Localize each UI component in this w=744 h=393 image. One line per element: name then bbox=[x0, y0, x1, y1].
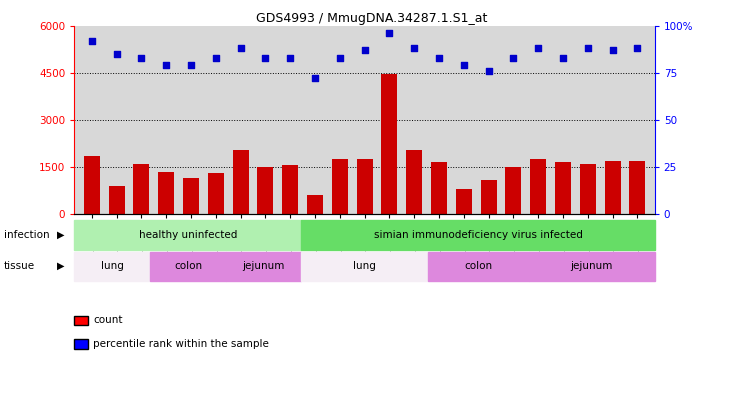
Text: GDS4993 / MmugDNA.34287.1.S1_at: GDS4993 / MmugDNA.34287.1.S1_at bbox=[257, 12, 487, 25]
Point bbox=[507, 55, 519, 61]
Point bbox=[458, 62, 469, 68]
Bar bbox=[382, 74, 397, 214]
Bar bbox=[225, 252, 301, 281]
Bar bbox=[629, 161, 646, 214]
Text: jejunum: jejunum bbox=[243, 261, 285, 271]
Text: lung: lung bbox=[100, 261, 124, 271]
Text: infection: infection bbox=[4, 230, 49, 240]
Bar bbox=[133, 164, 150, 214]
Text: ▶: ▶ bbox=[57, 230, 65, 240]
Point bbox=[185, 62, 197, 68]
Point bbox=[234, 45, 246, 51]
Bar bbox=[580, 164, 596, 214]
Bar bbox=[282, 165, 298, 214]
Text: count: count bbox=[93, 315, 123, 325]
Point bbox=[582, 45, 594, 51]
Point bbox=[160, 62, 172, 68]
Bar bbox=[456, 189, 472, 214]
Point bbox=[483, 68, 495, 74]
Bar bbox=[605, 161, 620, 214]
Point bbox=[135, 55, 147, 61]
Bar bbox=[109, 186, 125, 214]
Bar bbox=[431, 162, 447, 214]
Point bbox=[111, 51, 123, 57]
Bar bbox=[74, 252, 150, 281]
Bar bbox=[528, 252, 655, 281]
Text: tissue: tissue bbox=[4, 261, 35, 271]
Text: ▶: ▶ bbox=[57, 261, 65, 271]
Bar bbox=[208, 173, 224, 214]
Point bbox=[383, 30, 395, 36]
Bar bbox=[74, 220, 301, 250]
Bar bbox=[233, 150, 248, 214]
Bar bbox=[150, 252, 225, 281]
Text: simian immunodeficiency virus infected: simian immunodeficiency virus infected bbox=[373, 230, 583, 240]
Bar bbox=[428, 252, 528, 281]
Bar bbox=[481, 180, 497, 214]
Bar bbox=[555, 162, 571, 214]
Point bbox=[86, 37, 97, 44]
Bar bbox=[84, 156, 100, 214]
Bar bbox=[332, 159, 348, 214]
Point bbox=[557, 55, 569, 61]
Text: lung: lung bbox=[353, 261, 376, 271]
Bar bbox=[158, 172, 174, 214]
Bar bbox=[406, 150, 423, 214]
Text: jejunum: jejunum bbox=[571, 261, 613, 271]
Point bbox=[359, 47, 371, 53]
Bar bbox=[356, 159, 373, 214]
Bar bbox=[307, 195, 323, 214]
Bar bbox=[301, 220, 655, 250]
Point bbox=[532, 45, 544, 51]
Bar bbox=[505, 167, 522, 214]
Point bbox=[334, 55, 346, 61]
Text: percentile rank within the sample: percentile rank within the sample bbox=[93, 339, 269, 349]
Point bbox=[606, 47, 618, 53]
Point bbox=[408, 45, 420, 51]
Text: healthy uninfected: healthy uninfected bbox=[138, 230, 237, 240]
Point bbox=[210, 55, 222, 61]
Bar bbox=[183, 178, 199, 214]
Point bbox=[632, 45, 644, 51]
Bar bbox=[530, 159, 546, 214]
Point bbox=[309, 75, 321, 81]
Bar bbox=[257, 167, 274, 214]
Point bbox=[260, 55, 272, 61]
Point bbox=[284, 55, 296, 61]
Point bbox=[433, 55, 445, 61]
Text: colon: colon bbox=[464, 261, 493, 271]
Bar bbox=[301, 252, 428, 281]
Text: colon: colon bbox=[174, 261, 202, 271]
